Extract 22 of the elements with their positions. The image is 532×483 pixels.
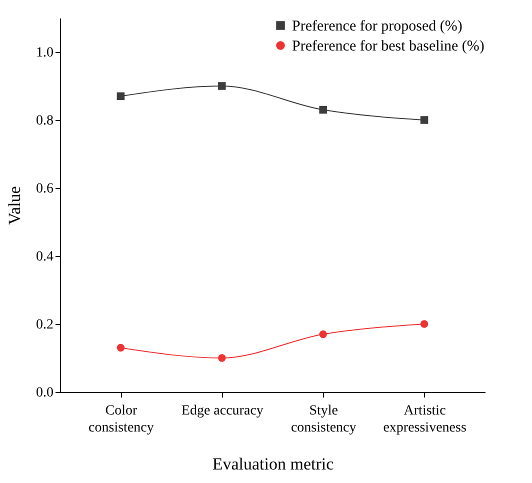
point bbox=[319, 330, 327, 338]
legend-label: Preference for best baseline (%) bbox=[292, 38, 484, 54]
legend-label: Preference for proposed (%) bbox=[292, 18, 462, 34]
y-tick-label: 0.6 bbox=[36, 182, 54, 196]
point bbox=[218, 354, 226, 362]
point bbox=[218, 82, 226, 90]
x-tick-label: Edge accuracy bbox=[181, 404, 264, 418]
point bbox=[116, 344, 125, 352]
y-axis-title: Value bbox=[5, 186, 24, 225]
y-tick-label: 0.4 bbox=[36, 250, 54, 264]
y-tick-label: 1.0 bbox=[36, 46, 54, 60]
x-tick-label: Style consistency bbox=[290, 404, 356, 436]
x-axis-title: Evaluation metric bbox=[212, 454, 334, 474]
point bbox=[319, 106, 327, 114]
y-tick-label: 0.2 bbox=[36, 318, 54, 332]
x-tick-label: Artistic expressiveness bbox=[383, 404, 466, 436]
y-tick-label: 0.8 bbox=[36, 114, 54, 128]
x-tick-label: Color consistency bbox=[88, 404, 154, 436]
y-tick-label: 0.0 bbox=[36, 386, 54, 400]
point bbox=[116, 92, 125, 100]
point bbox=[420, 320, 428, 328]
point bbox=[420, 116, 428, 124]
